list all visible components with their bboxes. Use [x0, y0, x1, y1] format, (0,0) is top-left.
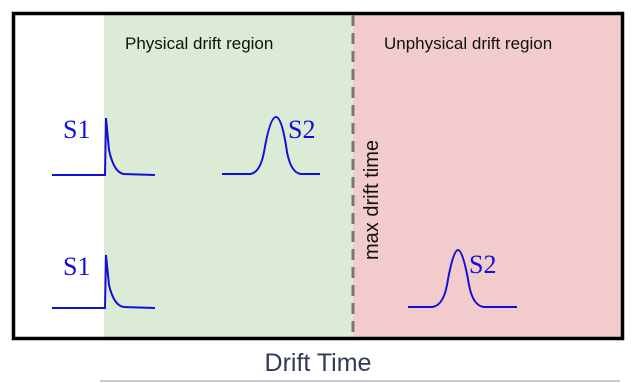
s1-pulse-bottom [52, 254, 156, 309]
s1-label-top: S1 [63, 115, 90, 144]
s2-label-bottom: S2 [469, 250, 496, 279]
s2-label-top: S2 [288, 115, 315, 144]
physical-drift-region [104, 12, 353, 340]
physical-region-label: Physical drift region [125, 34, 273, 53]
s1-label-bottom: S1 [63, 252, 90, 281]
unphysical-region-label: Unphysical drift region [384, 34, 552, 53]
s1-pulse-top [52, 117, 156, 176]
drift-time-axis-title: Drift Time [265, 349, 372, 377]
max-drift-time-label: max drift time [361, 140, 383, 260]
s2-pulse-bottom [408, 248, 517, 308]
diagram-frame [11, 11, 625, 341]
unphysical-drift-region [353, 12, 623, 340]
s2-pulse-top [222, 115, 320, 175]
